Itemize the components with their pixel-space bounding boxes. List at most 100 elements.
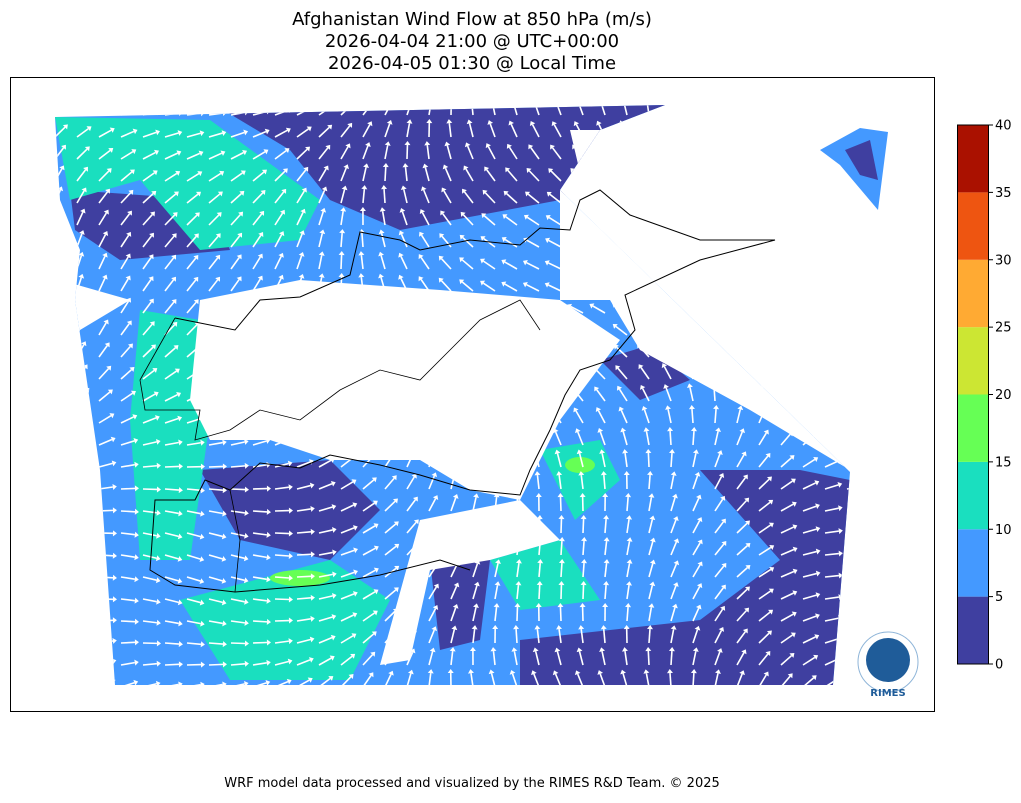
wind-arrow-head: [68, 593, 73, 599]
wind-arrow: [847, 392, 858, 401]
wind-arrow: [781, 366, 785, 379]
wind-arrow: [759, 146, 763, 159]
wind-arrow: [55, 233, 58, 247]
wind-arrow: [715, 409, 716, 423]
wind-arrow-head: [55, 229, 61, 234]
wind-arrow: [77, 554, 91, 555]
wind-arrow: [121, 511, 135, 512]
wind-arrow: [121, 621, 135, 622]
wind-arrow: [77, 532, 91, 533]
wind-arrow-head: [828, 208, 834, 213]
wind-field: [40, 97, 865, 700]
wind-arrow: [737, 102, 743, 115]
wind-arrow: [55, 299, 58, 313]
footer: WRF model data processed and visualized …: [224, 776, 720, 791]
wind-arrow: [803, 211, 806, 225]
wind-arrow-head: [758, 361, 764, 365]
wind-arrow-head: [851, 209, 856, 214]
wind-arrow: [847, 681, 860, 687]
wind-arrow: [732, 256, 737, 269]
wind-arrow: [648, 651, 649, 665]
wind-arrow: [847, 368, 856, 379]
wind-arrow: [803, 148, 811, 159]
wind-arrow: [143, 112, 157, 115]
wind-arrow: [55, 367, 61, 379]
wind-arrow: [759, 167, 761, 181]
wind-arrow-head: [639, 166, 644, 171]
wind-arrow-head: [860, 460, 865, 466]
wind-arrow: [734, 211, 737, 225]
wind-arrow: [55, 637, 68, 643]
wind-arrow: [693, 101, 694, 115]
wind-arrow-head: [668, 97, 674, 101]
wind-arrow-head: [448, 97, 454, 101]
wind-arrow-head: [54, 273, 60, 277]
wind-arrow: [803, 255, 805, 269]
wind-arrow: [661, 259, 671, 269]
wind-arrow-head: [659, 234, 664, 239]
wind-arrow: [573, 171, 583, 181]
wind-arrow-head: [489, 97, 495, 102]
wind-arrow: [99, 577, 113, 578]
wind-arrow: [781, 211, 782, 225]
wind-arrow-head: [754, 295, 760, 299]
wind-arrow: [825, 367, 833, 379]
wind-arrow: [55, 552, 69, 555]
wind-arrow: [667, 146, 671, 159]
wind-arrow: [825, 322, 830, 335]
wind-arrow: [77, 619, 91, 621]
wind-arrow: [825, 278, 829, 291]
wind-arrow: [670, 431, 671, 445]
wind-arrow: [708, 279, 715, 291]
wind-arrow: [121, 642, 135, 643]
wind-arrow-head: [90, 636, 95, 642]
wind-arrow: [209, 664, 223, 665]
wind-arrow: [803, 299, 805, 313]
wind-arrow: [55, 107, 66, 115]
wind-arrow-head: [428, 97, 434, 101]
wind-arrow: [733, 300, 737, 313]
wind-arrow: [781, 321, 782, 335]
wind-arrow: [627, 607, 628, 621]
speed-fill: [820, 128, 888, 210]
wind-arrow: [275, 577, 289, 578]
wind-arrow-head: [595, 144, 600, 149]
wind-arrow-head: [575, 98, 581, 103]
wind-arrow: [583, 563, 584, 577]
wind-arrow: [638, 238, 649, 247]
wind-arrow: [583, 541, 584, 555]
wind-arrow: [781, 168, 785, 181]
wind-arrow: [55, 678, 66, 687]
wind-arrow: [253, 511, 267, 512]
wind-arrow: [715, 101, 719, 115]
wind-arrow: [231, 489, 245, 490]
wind-arrow-head: [59, 363, 64, 368]
colorbar-segment: [957, 462, 989, 529]
wind-arrow-head: [68, 571, 73, 577]
wind-arrow: [645, 124, 649, 137]
wind-arrow-head: [756, 185, 762, 189]
wind-arrow: [516, 629, 517, 643]
wind-arrow: [689, 168, 693, 181]
wind-arrow: [684, 280, 693, 291]
wind-arrow: [627, 497, 628, 511]
wind-arrow-head: [88, 106, 93, 111]
wind-arrow-head: [861, 530, 865, 536]
wind-arrow: [708, 257, 715, 269]
title-line: 2026-04-04 21:00 @ UTC+00:00: [325, 31, 619, 52]
wind-arrow: [803, 277, 805, 291]
wind-arrow-head: [835, 435, 840, 440]
wind-arrow-head: [778, 251, 784, 255]
wind-arrow: [55, 507, 68, 511]
wind-arrow: [737, 145, 739, 159]
wind-arrow: [605, 519, 606, 533]
wind-arrow-head: [805, 186, 811, 191]
wind-arrow-head: [826, 274, 832, 279]
wind-arrow-head: [831, 166, 836, 171]
wind-arrow-head: [834, 411, 839, 416]
wind-arrow: [77, 485, 91, 489]
wind-arrow: [825, 191, 832, 203]
wind-arrow: [384, 189, 385, 203]
wind-arrow: [572, 194, 583, 203]
